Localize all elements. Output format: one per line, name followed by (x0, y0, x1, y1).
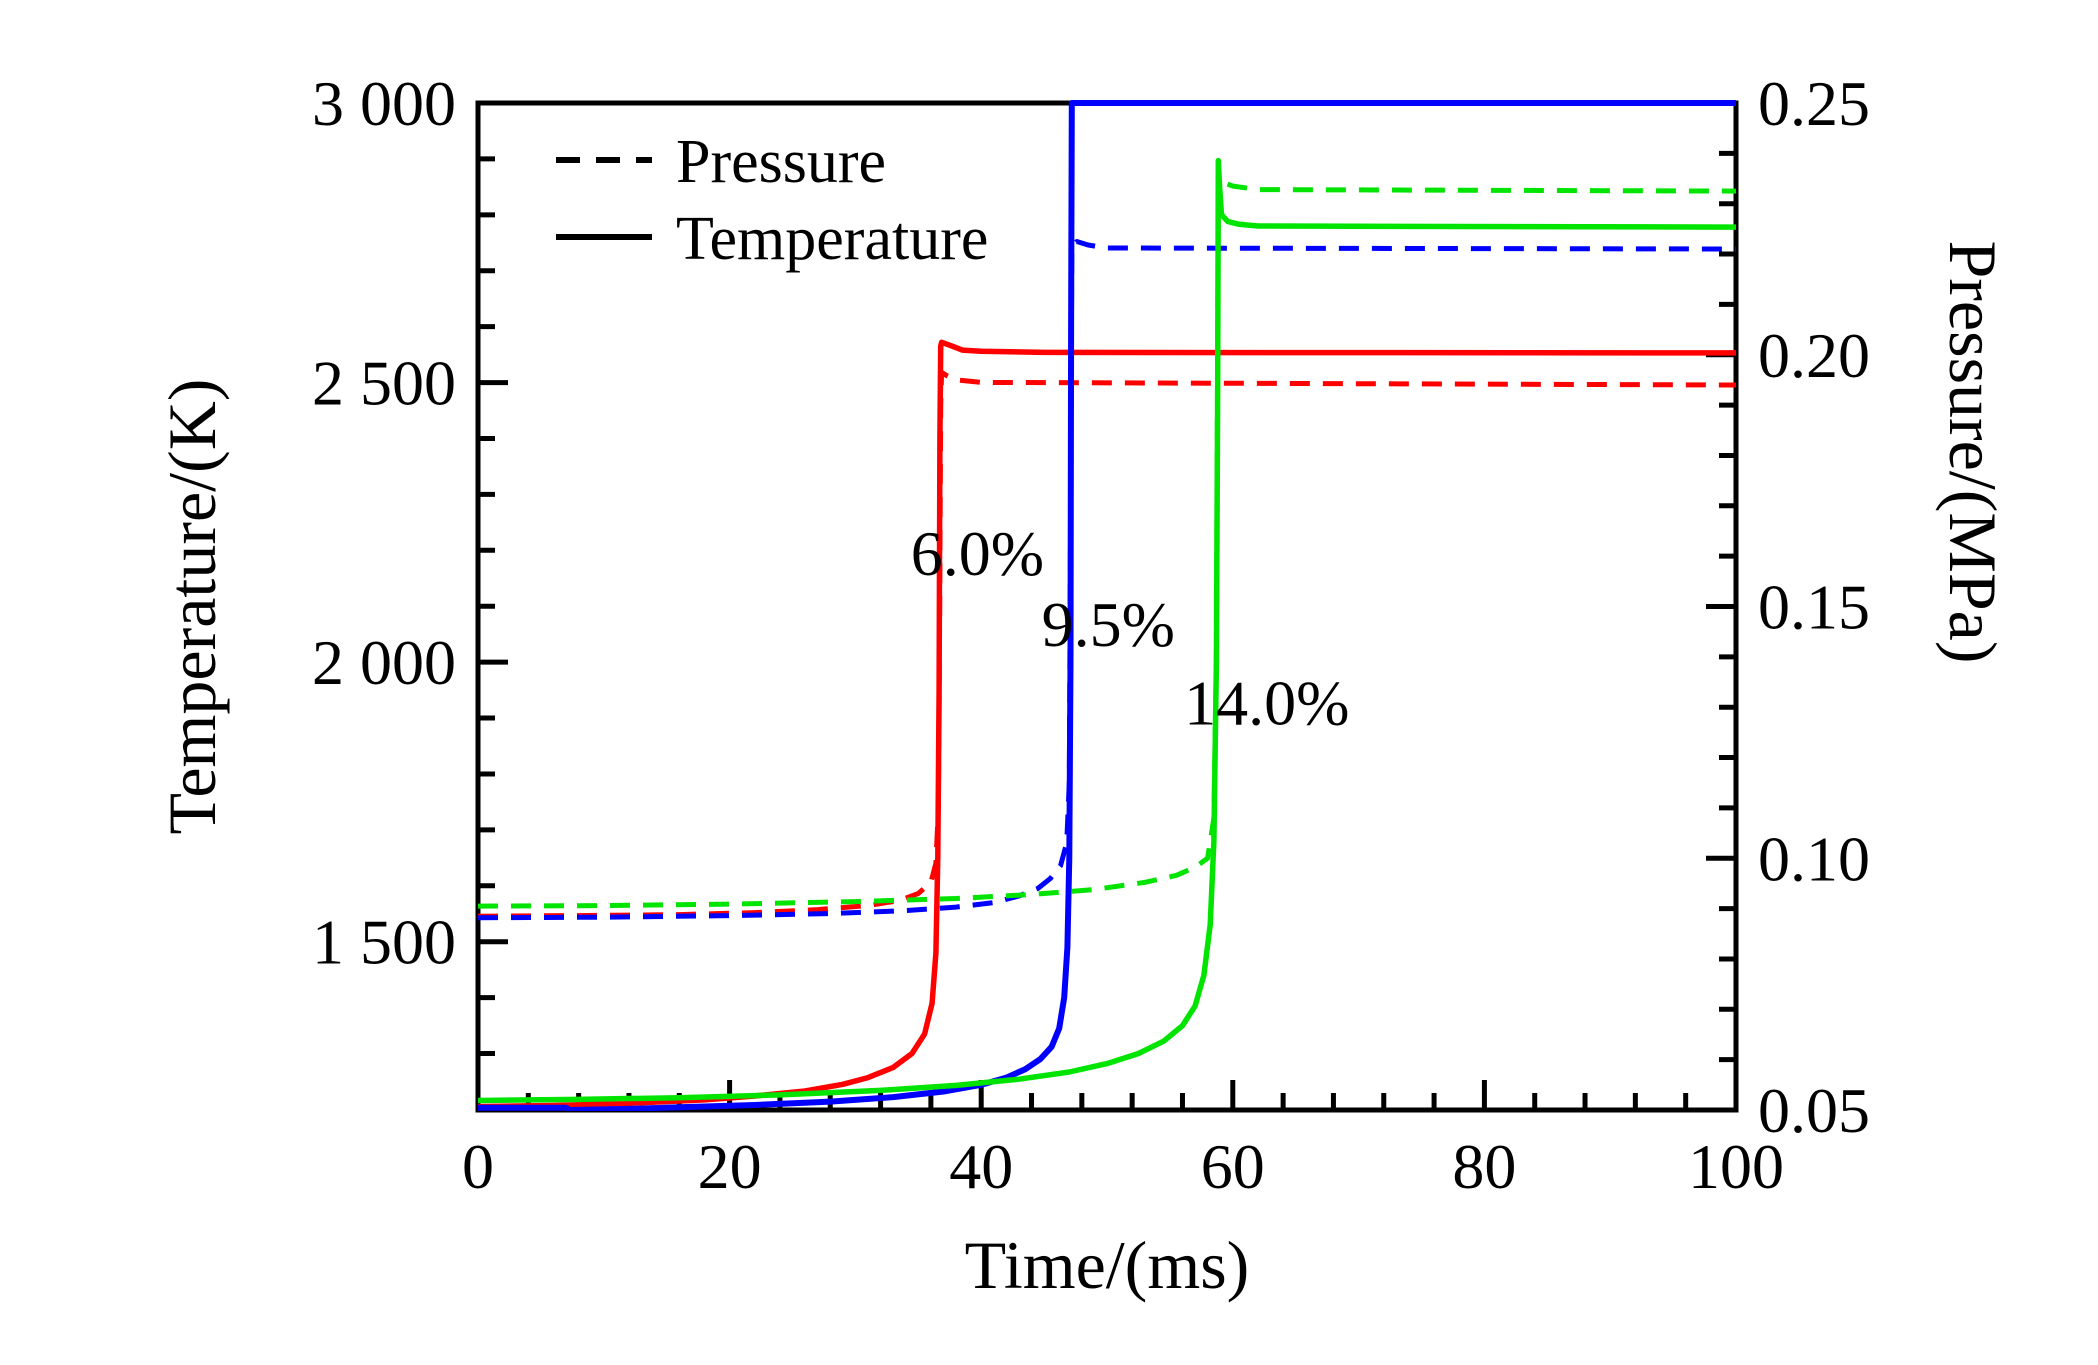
y-right-tick-label: 0.25 (1758, 68, 1870, 139)
series-pressure-9.5pct (477, 239, 1737, 921)
y-left-tick-label: 1 500 (312, 907, 456, 978)
y-right-axis-title: Pressure/(MPa) (1935, 240, 2011, 663)
x-tick-label: 80 (1452, 1131, 1516, 1202)
annotation-14.0%: 14.0% (1184, 667, 1349, 738)
y-left-tick-label: 3 000 (312, 68, 456, 139)
y-left-axis-title: Temperature/(K) (154, 379, 230, 835)
legend-label: Pressure (676, 128, 886, 196)
y-left-ticks (478, 100, 508, 1112)
x-axis-title: Time/(ms) (965, 1227, 1250, 1303)
y-right-tick-label: 0.20 (1758, 320, 1870, 391)
legend-label: Temperature (676, 205, 988, 273)
annotation-9.5%: 9.5% (1042, 589, 1175, 660)
annotations: 6.0%9.5%14.0% (911, 518, 1350, 738)
y-right-ticks (1706, 100, 1736, 1113)
series-group (477, 100, 1737, 1111)
tick-labels: 0 20 40 60 80 100 1 500 2 000 2 500 3 000 0.05 0.10… (312, 68, 1870, 1202)
y-right-tick-label: 0.10 (1758, 823, 1870, 894)
x-tick-label: 60 (1201, 1131, 1265, 1202)
x-tick-label: 100 (1688, 1131, 1784, 1202)
y-right-tick-label: 0.15 (1758, 572, 1870, 643)
series-temperature-14.0pct (477, 157, 1737, 1104)
legend: Pressure Temperature (556, 128, 988, 273)
y-left-tick-label: 2 000 (312, 627, 456, 698)
x-tick-label: 40 (949, 1131, 1013, 1202)
x-tick-label: 0 (462, 1131, 494, 1202)
annotation-6.0%: 6.0% (911, 518, 1044, 589)
series-pressure-14.0pct (477, 180, 1737, 909)
x-tick-label: 20 (698, 1131, 762, 1202)
y-right-tick-label: 0.05 (1758, 1075, 1870, 1146)
y-left-tick-label: 2 500 (312, 348, 456, 419)
